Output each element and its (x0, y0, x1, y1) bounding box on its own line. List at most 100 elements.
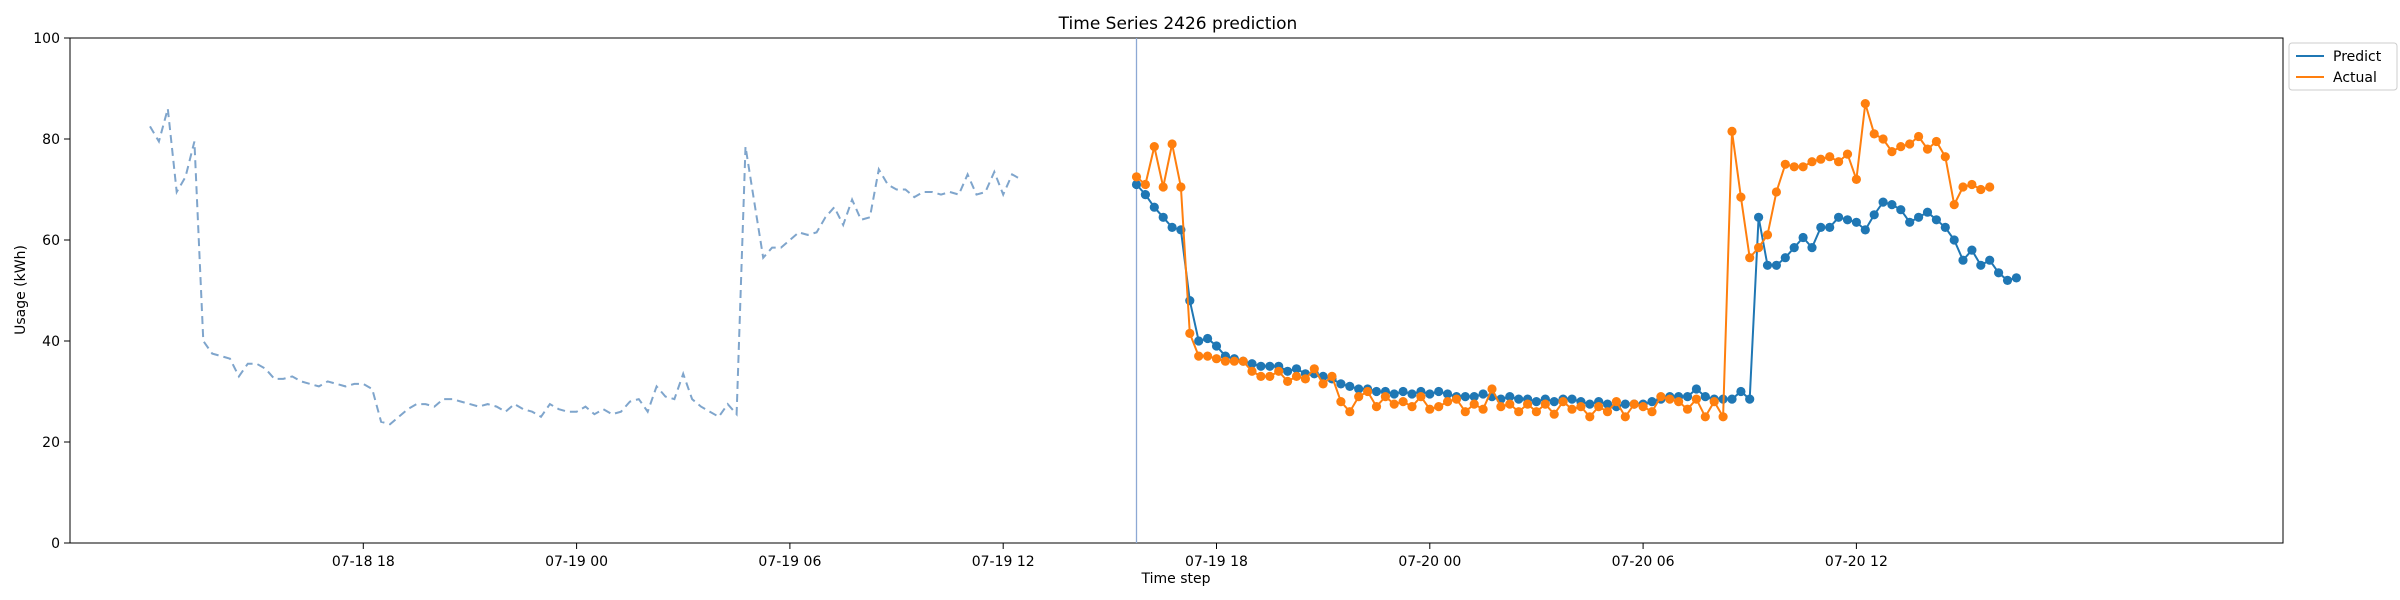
x-tick-label: 07-19 00 (545, 554, 608, 570)
predict-point (1860, 225, 1870, 235)
actual-line (1135, 103, 1990, 421)
predict-point (1851, 217, 1861, 227)
actual-point (1523, 399, 1533, 409)
actual-point (1229, 356, 1239, 366)
predict-point (1691, 384, 1701, 394)
actual-point (1869, 129, 1879, 139)
x-tick-label: 07-19 06 (758, 554, 821, 570)
predict-point (1247, 359, 1257, 369)
actual-point (1709, 397, 1719, 407)
x-tick-label: 07-19 18 (1185, 554, 1248, 570)
y-axis-label: Usage (kWh) (13, 245, 29, 335)
actual-point (1887, 147, 1897, 157)
predict-point (1727, 394, 1737, 404)
predict-point (1949, 235, 1959, 245)
y-tick-label: 20 (42, 435, 60, 451)
predict-point (1896, 205, 1906, 215)
predict-point (1549, 397, 1559, 407)
actual-point (1443, 397, 1453, 407)
actual-point (1416, 392, 1426, 402)
actual-point (1602, 407, 1613, 417)
actual-point (1745, 253, 1755, 263)
actual-point (1380, 392, 1390, 402)
actual-point (1354, 392, 1364, 402)
actual-point (1576, 402, 1586, 412)
actual-point (1771, 187, 1781, 197)
actual-point (1656, 392, 1666, 402)
actual-point (1780, 159, 1790, 169)
y-tick-label: 100 (33, 31, 60, 47)
actual-point (1407, 402, 1417, 412)
actual-point (1976, 184, 1986, 195)
actual-point (1896, 142, 1906, 152)
actual-point (1905, 139, 1915, 149)
legend: Predict Actual (2288, 42, 2398, 91)
actual-point (1167, 139, 1177, 149)
actual-point (1940, 152, 1950, 162)
predict-point (1514, 394, 1524, 404)
legend-predict-label: Predict (2333, 49, 2382, 65)
plot-frame (69, 37, 2284, 544)
predict-point (1780, 253, 1790, 263)
actual-point (1567, 404, 1577, 414)
actual-point (1931, 136, 1941, 147)
actual-point (1691, 394, 1701, 404)
predict-point (1371, 386, 1382, 397)
actual-point (1816, 154, 1826, 164)
actual-series (1131, 99, 1995, 422)
actual-point (1540, 399, 1550, 409)
actual-point (1496, 402, 1506, 412)
predict-point (1211, 341, 1222, 351)
actual-point (1140, 179, 1150, 190)
actual-point (1363, 386, 1373, 397)
predict-point (1807, 243, 1817, 253)
actual-point (1300, 374, 1310, 384)
actual-point (1478, 404, 1488, 414)
predict-point (1798, 232, 1808, 243)
predict-point (1158, 212, 1168, 222)
actual-point (1158, 182, 1168, 192)
actual-point (1878, 134, 1888, 144)
predict-point (1771, 260, 1781, 270)
predict-point (1505, 392, 1515, 402)
predict-point (1789, 243, 1799, 253)
predict-point (1878, 197, 1888, 207)
actual-point (1327, 371, 1337, 381)
predict-point (1354, 384, 1364, 394)
actual-point (1594, 402, 1604, 412)
predict-point (1745, 394, 1755, 404)
actual-point (1949, 200, 1959, 210)
x-axis-label: Time step (1141, 571, 1211, 587)
predict-point (1149, 202, 1159, 212)
actual-point (1647, 407, 1657, 417)
actual-point (1736, 192, 1746, 202)
actual-point (1398, 397, 1408, 407)
y-tick-label: 80 (42, 132, 60, 148)
x-tick-label: 07-20 12 (1825, 554, 1888, 570)
predict-point (1478, 389, 1488, 399)
x-tick-label: 07-18 18 (332, 554, 395, 570)
actual-point (1727, 126, 1737, 136)
predict-point (1869, 210, 1879, 220)
actual-point (1371, 402, 1382, 412)
actual-point (1718, 412, 1728, 422)
predict-point (1407, 389, 1417, 399)
actual-point (1789, 162, 1799, 172)
actual-point (1860, 99, 1870, 109)
predict-point (1131, 179, 1142, 190)
predict-point (1842, 215, 1853, 225)
actual-point (1682, 404, 1693, 414)
predict-point (1914, 212, 1924, 222)
actual-point (1851, 174, 1861, 184)
predict-point (1922, 207, 1933, 217)
chart-title: Time Series 2426 prediction (1058, 14, 1298, 34)
actual-point (1558, 397, 1568, 407)
y-tick-label: 60 (42, 233, 60, 249)
actual-point (1149, 142, 1159, 152)
predict-point (1887, 200, 1897, 210)
actual-point (1674, 397, 1684, 407)
actual-point (1336, 397, 1346, 407)
predict-point (1994, 268, 2004, 278)
predict-line (1135, 183, 2017, 408)
predict-point (1203, 333, 1213, 344)
